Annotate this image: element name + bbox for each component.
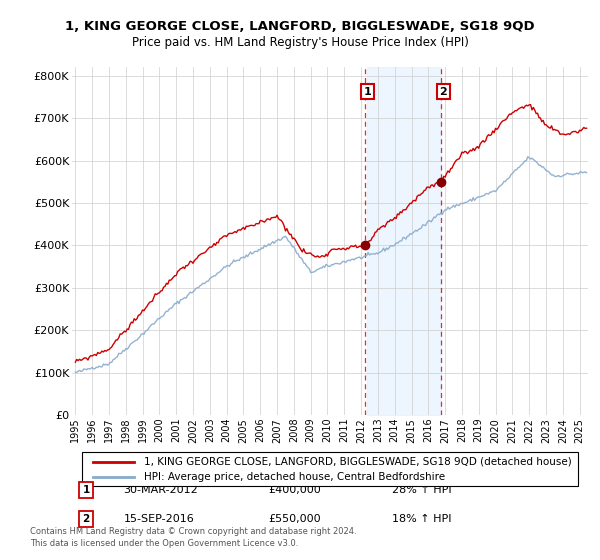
Text: 2: 2 bbox=[82, 515, 89, 524]
Text: 1: 1 bbox=[364, 87, 371, 96]
Text: 1: 1 bbox=[82, 485, 89, 495]
Text: 30-MAR-2012: 30-MAR-2012 bbox=[124, 485, 199, 495]
Text: HPI: Average price, detached house, Central Bedfordshire: HPI: Average price, detached house, Cent… bbox=[144, 472, 445, 482]
Text: £400,000: £400,000 bbox=[268, 485, 321, 495]
Text: 15-SEP-2016: 15-SEP-2016 bbox=[124, 515, 194, 524]
Text: Price paid vs. HM Land Registry's House Price Index (HPI): Price paid vs. HM Land Registry's House … bbox=[131, 36, 469, 49]
Text: £550,000: £550,000 bbox=[268, 515, 321, 524]
Text: 18% ↑ HPI: 18% ↑ HPI bbox=[392, 515, 451, 524]
FancyBboxPatch shape bbox=[82, 452, 578, 486]
Text: 28% ↑ HPI: 28% ↑ HPI bbox=[392, 485, 452, 495]
Text: Contains HM Land Registry data © Crown copyright and database right 2024.
This d: Contains HM Land Registry data © Crown c… bbox=[30, 527, 356, 548]
Text: 1, KING GEORGE CLOSE, LANGFORD, BIGGLESWADE, SG18 9QD (detached house): 1, KING GEORGE CLOSE, LANGFORD, BIGGLESW… bbox=[144, 457, 572, 467]
Text: 2: 2 bbox=[440, 87, 448, 96]
Text: 1, KING GEORGE CLOSE, LANGFORD, BIGGLESWADE, SG18 9QD: 1, KING GEORGE CLOSE, LANGFORD, BIGGLESW… bbox=[65, 20, 535, 32]
